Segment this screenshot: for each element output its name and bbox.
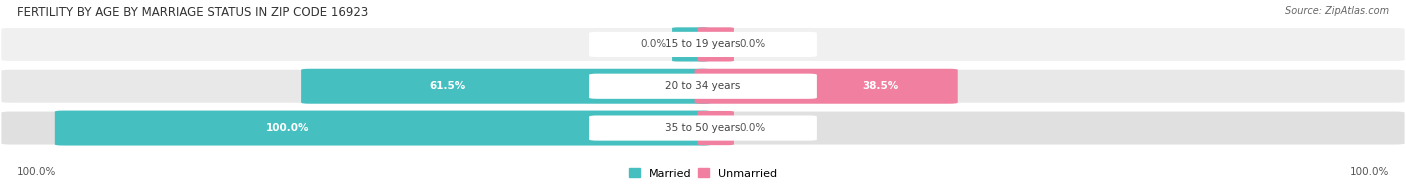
FancyBboxPatch shape: [589, 115, 817, 141]
FancyBboxPatch shape: [672, 27, 709, 62]
Text: 35 to 50 years: 35 to 50 years: [665, 123, 741, 133]
FancyBboxPatch shape: [0, 68, 1406, 104]
Legend: Married, Unmarried: Married, Unmarried: [628, 168, 778, 179]
Text: 38.5%: 38.5%: [862, 81, 898, 91]
Text: 100.0%: 100.0%: [17, 167, 56, 178]
Text: 15 to 19 years: 15 to 19 years: [665, 39, 741, 49]
Text: 0.0%: 0.0%: [640, 39, 666, 49]
FancyBboxPatch shape: [589, 74, 817, 99]
Text: 100.0%: 100.0%: [266, 123, 309, 133]
FancyBboxPatch shape: [301, 69, 711, 104]
Text: 61.5%: 61.5%: [429, 81, 465, 91]
Text: 0.0%: 0.0%: [740, 39, 766, 49]
Text: 0.0%: 0.0%: [740, 123, 766, 133]
FancyBboxPatch shape: [589, 32, 817, 57]
Text: 100.0%: 100.0%: [1350, 167, 1389, 178]
Text: Source: ZipAtlas.com: Source: ZipAtlas.com: [1285, 6, 1389, 16]
FancyBboxPatch shape: [0, 26, 1406, 62]
Text: 20 to 34 years: 20 to 34 years: [665, 81, 741, 91]
FancyBboxPatch shape: [695, 69, 957, 104]
FancyBboxPatch shape: [55, 111, 711, 146]
FancyBboxPatch shape: [0, 110, 1406, 146]
FancyBboxPatch shape: [697, 27, 734, 62]
FancyBboxPatch shape: [697, 111, 734, 145]
Text: FERTILITY BY AGE BY MARRIAGE STATUS IN ZIP CODE 16923: FERTILITY BY AGE BY MARRIAGE STATUS IN Z…: [17, 6, 368, 19]
